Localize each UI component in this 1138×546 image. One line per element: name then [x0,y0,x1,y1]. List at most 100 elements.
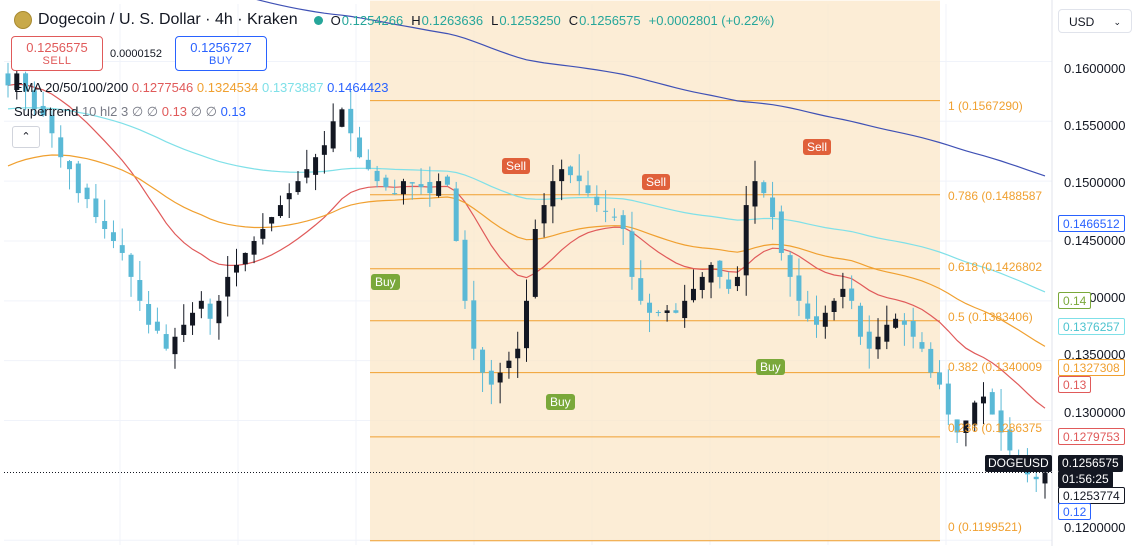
candle-body [761,182,767,194]
empty-value-icon: ∅ ∅ [190,104,217,119]
candle-body [251,240,257,255]
candle-body [620,215,626,230]
candle-body [655,311,661,313]
candle-body [260,229,266,239]
ohlc-readout: O 0.1254266 H 0.1263636 L 0.1253250 C 0.1256… [331,13,783,28]
candle-body [910,321,916,337]
candle-body [585,185,591,194]
ema-label: EMA 20/50/100/200 [14,80,129,95]
ema-indicator-legend[interactable]: EMA 20/50/100/200 0.1277546 0.1324534 0.… [14,80,389,95]
currency-select[interactable]: USD ⌄ [1058,9,1132,33]
candle-body [972,402,978,426]
candle-body [866,331,872,349]
candle-body [110,232,116,241]
candle-body [400,181,406,195]
buy-price: 0.1256727 [190,40,252,55]
fib-retracement-zone [370,0,940,541]
candle-body [1042,472,1048,484]
candle-body [348,108,354,134]
candle-body [840,288,846,297]
candle-body [313,157,319,175]
candle-body [374,170,380,182]
ohlc-high-value: 0.1263636 [421,12,484,28]
candle-body [321,145,327,155]
price-axis-label: 0.1450000 [1064,233,1126,248]
candle-body [559,169,565,182]
candle-body [770,197,776,218]
supertrend-indicator-legend[interactable]: Supertrend 10 hl2 3 ∅ ∅ 0.13 ∅ ∅ 0.13 [14,104,246,120]
fib-level-label: 0 (0.1199521) [948,520,1022,534]
candle-body [989,392,995,415]
ema50-price-tag: 0.1327308 [1058,359,1125,376]
candle-body [49,115,55,134]
price-axis-label: 0.1600000 [1064,61,1126,76]
buy-signal-badge: Buy [546,394,575,410]
candle-body [638,278,644,301]
supertrend-label: Supertrend [14,104,79,119]
candle-body [225,276,231,297]
candle-body [524,300,529,349]
buy-signal-badge: Buy [371,274,400,290]
candle-body [286,193,292,200]
supertrend-params: 10 hl2 3 [81,104,129,119]
candle-body [805,303,811,319]
buy-label: BUY [208,55,234,67]
supertrend-up-tag: 0.14 [1058,292,1092,309]
candle-body [928,348,934,373]
low-price-tag: 0.1253774 [1058,487,1125,504]
candle-body [857,305,863,337]
candle-body [699,276,705,291]
candle-body [444,176,450,185]
candle-body [919,342,925,349]
fib-level-label: 0.236 (0.1286375 [948,421,1043,435]
ema50-value: 0.1324534 [196,80,259,95]
sell-button[interactable]: 0.1256575 SELL [11,36,103,71]
candle-body [75,163,81,194]
candle-body [31,90,37,110]
currency-value: USD [1069,15,1095,29]
candle-body [172,336,178,355]
candle-body [58,137,64,158]
empty-value-icon: ∅ ∅ [131,104,159,119]
candle-body [383,177,389,188]
candle-body [40,105,46,116]
candle-body [884,324,890,342]
supertrend-lower-tag: 0.12 [1058,503,1092,520]
candle-body [436,181,442,196]
candle-body [488,370,494,385]
candle-body [181,324,187,335]
supertrend-down-tag: 0.13 [1058,376,1092,393]
ohlc-low-value: 0.1253250 [499,12,561,28]
candle-body [682,300,688,319]
candle-body [128,254,134,277]
candle-body [163,334,169,349]
candle-body [216,300,222,324]
candle-body [752,181,758,207]
candle-body [743,205,749,276]
candle-body [814,316,820,325]
candle-body [242,252,248,265]
symbol-title[interactable]: Dogecoin / U. S. Dollar · 4h · Kraken [38,11,298,28]
candle-body [23,73,29,92]
candle-body [233,264,239,273]
candle-body [778,211,784,253]
buy-signal-badge: Buy [756,359,785,375]
collapse-legend-button[interactable]: ⌃ [12,126,40,148]
candle-body [339,109,345,127]
candle-body [137,280,143,301]
ema20-price-tag: 0.1279753 [1058,428,1125,445]
candle-body [611,216,617,218]
price-axis-label: 0.1200000 [1064,520,1126,535]
candle-body [365,159,371,170]
symbol-price-tag: DOGEUSD [985,455,1052,472]
candle-body [154,321,160,331]
candle-body [190,312,196,326]
candle-body [304,169,310,178]
buy-button[interactable]: 0.1256727 BUY [175,36,267,71]
candle-body [831,300,837,312]
candle-body [1033,476,1039,480]
candle-body [102,220,108,230]
candle-body [550,181,556,207]
ema100-line [7,107,1046,293]
